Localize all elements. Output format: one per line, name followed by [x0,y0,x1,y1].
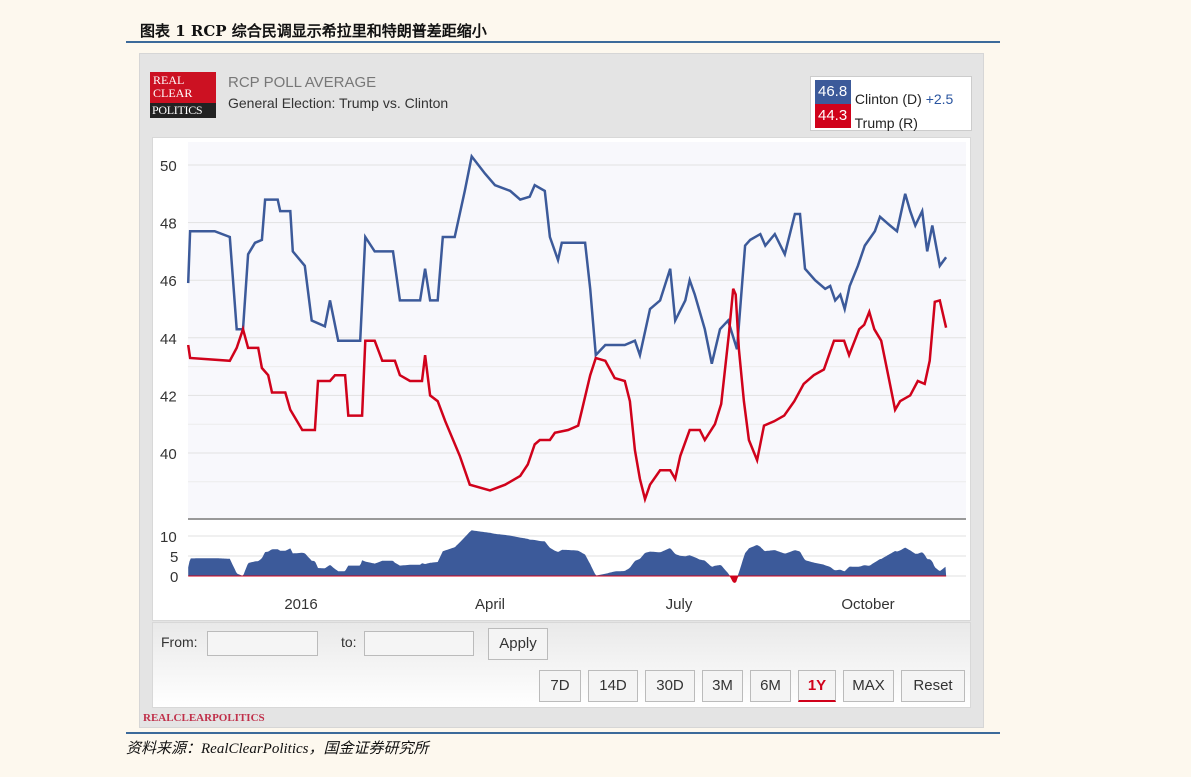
range-button-1y[interactable]: 1Y [798,670,836,702]
legend-clinton-value: 46.8 [815,80,851,104]
legend-clinton-name: Clinton (D) [854,91,922,107]
y-tick-label: 50 [160,158,177,175]
logo-text: CLEAR [153,86,193,100]
logo-text: POLITICS [150,103,216,118]
from-date-input[interactable] [207,631,318,656]
x-tick-label: April [475,596,505,613]
source-note: 资料来源：RealClearPolitics，国金证券研究所 [126,741,429,757]
from-label: From: [161,634,198,650]
footer-brand: REALCLEARPOLITICS [143,712,265,724]
range-button-3m[interactable]: 3M [702,670,743,702]
y-tick-label: 42 [160,388,177,405]
rcp-logo: REAL CLEAR POLITICS [150,72,216,118]
y-tick-label: 48 [160,216,177,233]
spread-area-clinton-lead [188,530,947,576]
y-tick-label: 44 [160,331,177,348]
legend-clinton: 46.8 Clinton (D) +2.5 [815,80,970,107]
range-button-14d[interactable]: 14D [588,670,638,702]
chart-title: RCP POLL AVERAGE [228,74,377,91]
legend: 46.8 Clinton (D) +2.5 44.3 Trump (R) [810,76,972,131]
range-button-30d[interactable]: 30D [645,670,695,702]
source-rule [126,732,1000,734]
to-label: to: [341,634,357,650]
chart-subtitle: General Election: Trump vs. Clinton [228,95,449,111]
series-line-trump [186,288,948,504]
apply-button[interactable]: Apply [488,628,548,660]
title-rule [126,41,1000,43]
x-tick-label: 2016 [284,596,317,613]
x-tick-label: July [666,596,693,613]
legend-trump-name: Trump (R) [854,115,918,131]
logo-text: REAL [153,73,185,87]
range-button-6m[interactable]: 6M [750,670,791,702]
range-button-7d[interactable]: 7D [539,670,581,702]
spread-tick-label: 5 [170,549,178,566]
y-tick-label: 40 [160,446,177,463]
x-tick-label: October [841,596,894,613]
range-button-max[interactable]: MAX [843,670,894,702]
figure-title: 图表 1 RCP 综合民调显示希拉里和特朗普差距缩小 [140,22,487,40]
legend-trump-value: 44.3 [815,104,851,128]
range-button-reset[interactable]: Reset [901,670,965,702]
spread-area-trump-lead [188,576,947,583]
to-date-input[interactable] [364,631,474,656]
main-plot-bg [188,142,966,518]
y-tick-label: 46 [160,273,177,290]
legend-spread: +2.5 [925,91,954,107]
legend-trump: 44.3 Trump (R) [815,104,970,131]
series-line-clinton [186,153,948,364]
spread-tick-label: 0 [170,569,178,586]
spread-tick-label: 10 [160,529,177,546]
